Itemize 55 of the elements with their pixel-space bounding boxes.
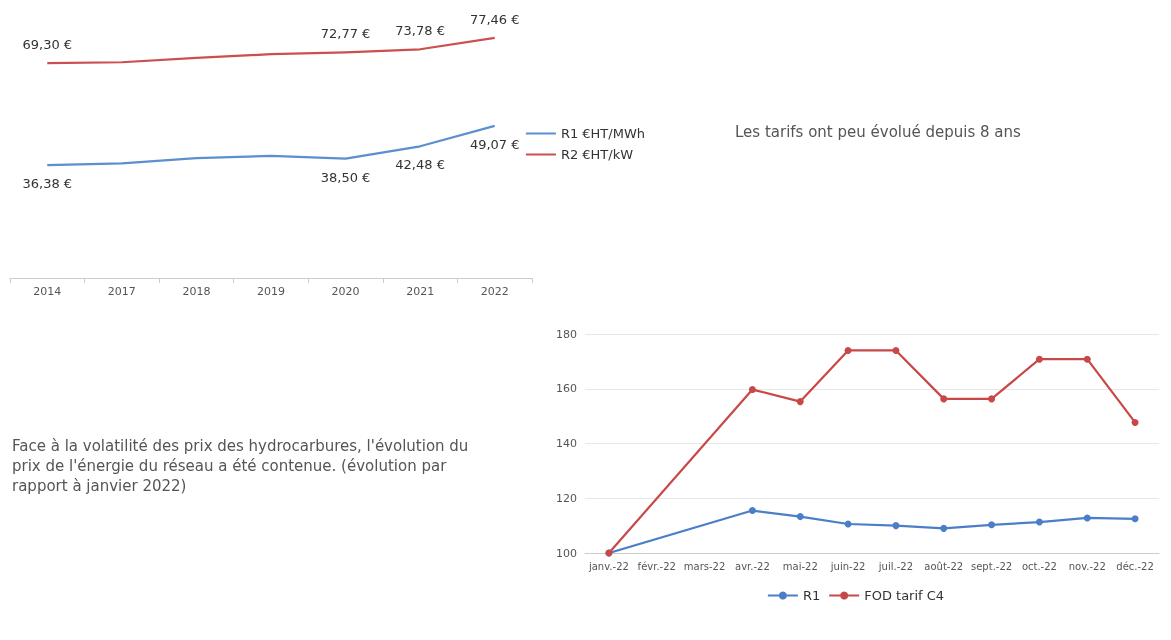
legend-label: FOD tarif C4 xyxy=(864,588,945,603)
data-label: 77,46 € xyxy=(469,11,520,27)
y-tick-label: 100 xyxy=(556,546,577,560)
x-tick-label: janv.-22 xyxy=(587,560,629,572)
x-tick-label: mars-22 xyxy=(683,560,726,572)
data-label: 42,48 € xyxy=(395,157,445,173)
data-label: 72,77 € xyxy=(320,26,371,42)
point xyxy=(1131,515,1139,523)
data-label: 38,50 € xyxy=(320,169,371,185)
x-tick-label: févr.-22 xyxy=(637,560,676,572)
x-tick-label: 2019 xyxy=(257,285,285,298)
point xyxy=(940,524,948,532)
data-label: 36,38 € xyxy=(22,176,73,192)
x-tick-label: 2017 xyxy=(107,285,136,298)
point xyxy=(748,386,756,394)
y-tick-label: 180 xyxy=(556,327,577,341)
point xyxy=(796,513,804,521)
x-tick-label: 2020 xyxy=(331,285,360,298)
x-tick-label: avr.-22 xyxy=(735,560,770,572)
y-tick-label: 140 xyxy=(556,437,577,450)
point xyxy=(892,346,900,354)
point xyxy=(796,398,804,406)
point xyxy=(988,521,996,529)
x-tick-label: 2022 xyxy=(480,285,509,298)
point xyxy=(844,346,852,354)
x-tick-label: 2014 xyxy=(33,285,62,298)
legend-label: R2 €HT/kW xyxy=(560,147,634,162)
point xyxy=(1083,355,1091,363)
x-tick-label: 2021 xyxy=(406,285,435,298)
x-tick-label: juin-22 xyxy=(829,560,866,572)
x-tick-label: 2018 xyxy=(182,285,211,298)
point xyxy=(1035,518,1043,526)
point xyxy=(1083,514,1091,522)
point xyxy=(940,395,948,403)
data-label: 69,30 € xyxy=(22,37,73,53)
text: Face à la volatilité des prix des hydrocarbures, l'évolution du prix de l'énergie du réseau a été contenue. (évolution par rapport à janvier 2022) xyxy=(12,436,470,496)
point xyxy=(1131,418,1139,426)
legend-label: R1 €HT/MWh xyxy=(560,126,646,141)
data-label: 73,78 € xyxy=(395,23,445,39)
data-label: 49,07 € xyxy=(469,136,520,152)
x-tick-label: août-22 xyxy=(924,560,964,572)
x-tick-label: juil.-22 xyxy=(877,560,914,572)
y-tick-label: 160 xyxy=(556,382,577,396)
legend-label: R1 xyxy=(802,588,821,603)
x-tick-label: déc.-22 xyxy=(1116,560,1154,572)
x-tick-label: sept.-22 xyxy=(971,560,1013,572)
point xyxy=(1035,355,1043,363)
x-tick-label: mai-22 xyxy=(782,560,818,572)
point xyxy=(988,395,996,403)
text: Les tarifs ont peu évolué depuis 8 ans xyxy=(735,122,1022,142)
point xyxy=(892,522,900,530)
point xyxy=(748,507,756,515)
x-tick-label: oct.-22 xyxy=(1021,560,1057,572)
y-tick-label: 120 xyxy=(556,491,577,505)
x-tick-label: nov.-22 xyxy=(1068,560,1106,572)
